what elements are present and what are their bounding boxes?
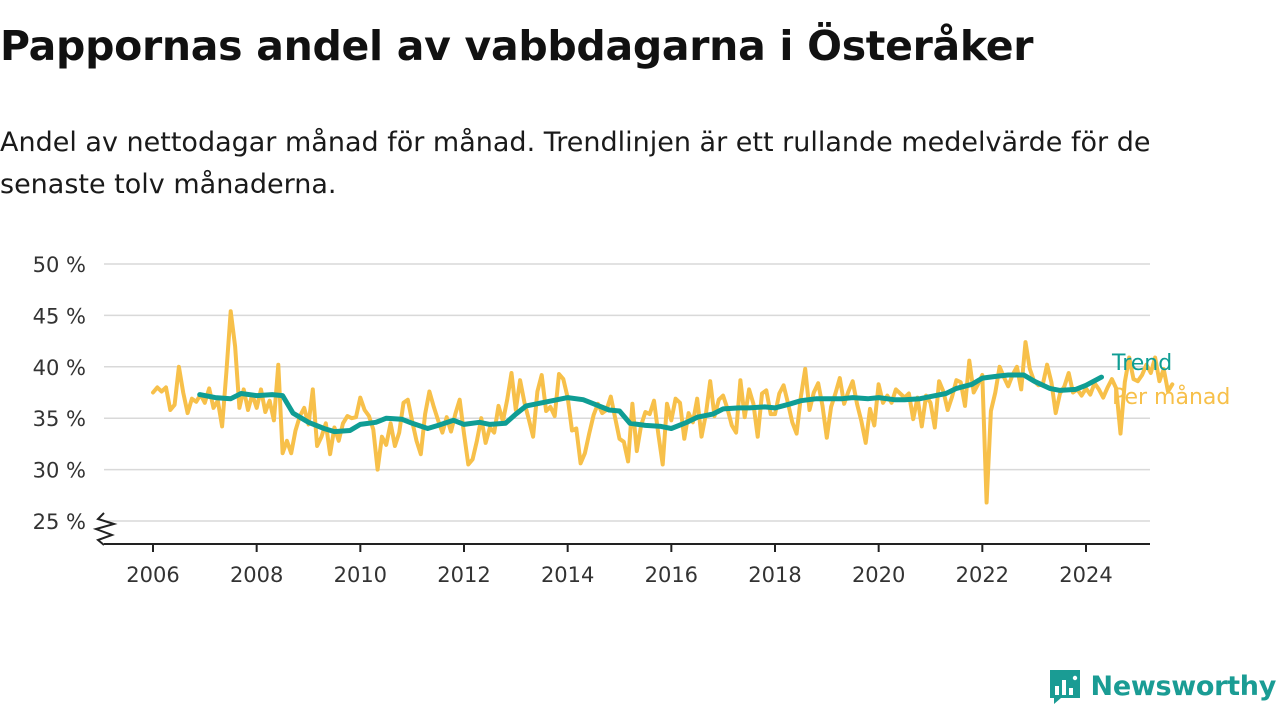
chart-title: Pappornas andel av vabbdagarna i Österåk… [0,22,1034,70]
x-tick-label: 2016 [645,563,698,587]
x-tick-label: 2008 [230,563,283,587]
legend-trend: Trend [1111,351,1172,376]
y-tick-label: 45 % [33,304,86,328]
newsworthy-brand: Newsworthy [1047,668,1276,704]
brand-name: Newsworthy [1090,670,1277,702]
y-tick-label: 35 % [33,407,86,431]
x-tick-label: 2014 [541,563,594,587]
axis-break-icon [92,512,118,546]
series-line-trend [197,372,1104,435]
x-tick-label: 2010 [334,563,387,587]
y-axis: 25 % 30 % 35 % 40 % 45 % 50 % [33,253,86,534]
x-tick-label: 2024 [1059,563,1112,587]
series-line-monthly [151,309,1175,505]
gridlines [104,263,1150,522]
x-tick-label: 2006 [126,563,179,587]
y-tick-label: 25 % [33,510,86,534]
y-tick-label: 30 % [33,459,86,483]
newsworthy-logo-icon [1049,670,1080,704]
y-tick-label: 50 % [33,253,86,277]
chart-subtitle: Andel av nettodagar månad för månad. Tre… [0,127,1151,200]
series-layer [151,309,1175,505]
x-axis: 2006 2008 2010 2012 2014 2016 2018 2020 2022 2024 [104,543,1150,587]
x-tick-label: 2020 [852,563,905,587]
y-tick-label: 40 % [33,356,86,380]
x-tick-label: 2012 [437,563,490,587]
x-tick-label: 2018 [748,563,801,587]
x-tick-label: 2022 [956,563,1009,587]
legend-monthly: Per månad [1112,384,1230,410]
